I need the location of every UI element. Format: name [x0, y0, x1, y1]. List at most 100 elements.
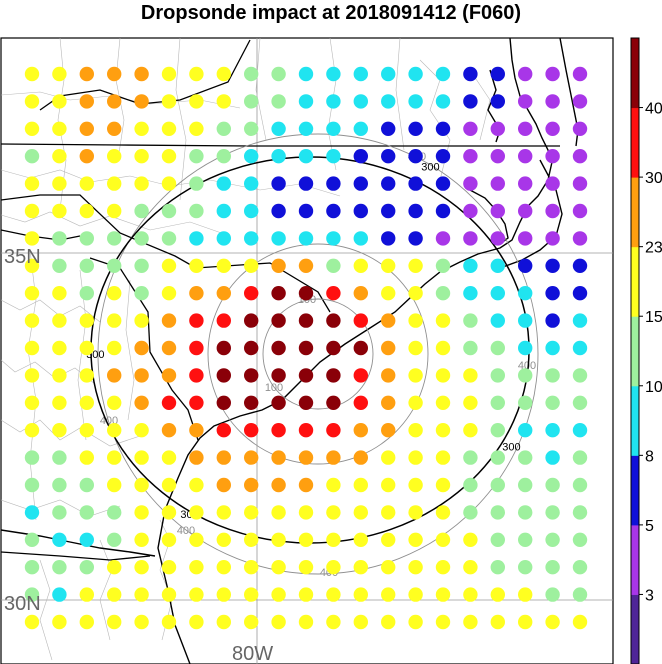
impact-dot	[271, 423, 286, 438]
impact-dot	[572, 121, 588, 136]
impact-dot	[545, 121, 560, 136]
impact-dot	[271, 94, 286, 109]
state-borders	[1, 39, 560, 561]
impact-dot	[298, 560, 314, 575]
impact-dot	[408, 149, 423, 164]
impact-dot	[408, 258, 423, 273]
impact-dot	[216, 614, 231, 630]
impact-dot	[107, 423, 122, 438]
impact-dot	[244, 313, 259, 328]
impact-dot	[134, 203, 149, 219]
impact-dot	[408, 423, 423, 438]
impact-dot	[490, 423, 505, 438]
impact-dot	[52, 149, 67, 164]
impact-dot	[216, 587, 231, 602]
impact-dot	[298, 532, 314, 547]
impact-dot	[79, 477, 95, 493]
contour-label-300: 300	[421, 162, 439, 174]
impact-dot	[435, 231, 451, 246]
impact-dot	[244, 560, 259, 575]
impact-dot	[435, 395, 451, 410]
impact-dot	[408, 505, 423, 520]
impact-dot	[79, 94, 95, 109]
impact-dot	[79, 149, 95, 164]
impact-dot	[572, 505, 588, 520]
impact-dot	[244, 477, 259, 493]
impact-dot	[189, 258, 204, 273]
impact-dot	[134, 121, 149, 136]
impact-dot	[435, 66, 451, 82]
tn-nc-border	[1, 229, 81, 241]
impact-dot	[189, 66, 204, 82]
impact-dot	[216, 532, 231, 547]
impact-dot	[216, 258, 231, 273]
impact-dot	[435, 614, 451, 630]
impact-dot	[298, 587, 314, 602]
impact-dot	[572, 313, 588, 328]
impact-dot	[298, 121, 314, 136]
impact-dot	[408, 66, 423, 82]
impact-dot	[463, 368, 478, 383]
colorbar-tick-label: 8	[645, 448, 654, 465]
impact-dot	[463, 395, 478, 410]
impact-dot	[24, 286, 40, 301]
impact-dot	[381, 121, 396, 136]
impact-dot	[353, 505, 368, 520]
impact-dot	[134, 477, 149, 493]
impact-dot	[435, 313, 451, 328]
impact-dot	[381, 94, 396, 109]
impact-dot	[463, 231, 478, 246]
impact-dot	[518, 203, 533, 219]
impact-dot	[326, 395, 341, 410]
impact-dot	[408, 231, 423, 246]
impact-dot	[244, 368, 259, 383]
impact-dot	[52, 560, 67, 575]
impact-dot	[244, 286, 259, 301]
impact-dot	[408, 94, 423, 109]
impact-dot	[298, 340, 314, 356]
impact-dot	[326, 149, 341, 164]
impact-dot	[381, 505, 396, 520]
impact-dot	[572, 149, 588, 164]
impact-dot	[189, 477, 204, 493]
impact-dot	[518, 176, 533, 191]
impact-dot	[353, 258, 368, 273]
impact-dot	[381, 614, 396, 630]
impact-dot	[271, 532, 286, 547]
impact-dot	[298, 368, 314, 383]
ring-200	[207, 243, 429, 465]
impact-dot	[490, 94, 505, 109]
impact-dot	[52, 423, 67, 438]
impact-dot	[52, 505, 67, 520]
impact-dot	[24, 313, 40, 328]
impact-dot	[107, 94, 122, 109]
impact-dot	[52, 121, 67, 136]
impact-dot	[244, 94, 259, 109]
impact-dot	[463, 423, 478, 438]
impact-dot	[353, 587, 368, 602]
impact-dot	[107, 340, 122, 356]
impact-dot	[216, 94, 231, 109]
impact-dot	[52, 313, 67, 328]
colorbar-tick-label: 30	[645, 170, 662, 187]
impact-dot	[79, 121, 95, 136]
impact-dot	[189, 340, 204, 356]
impact-dot	[572, 395, 588, 410]
colorbar-tick-label: 10	[645, 379, 662, 396]
impact-dot	[189, 532, 204, 547]
impact-dot	[298, 258, 314, 273]
impact-dot	[518, 121, 533, 136]
impact-dot	[326, 560, 341, 575]
impact-dot	[134, 149, 149, 164]
impact-dot	[134, 66, 149, 82]
impact-dot	[326, 231, 341, 246]
impact-dot	[52, 477, 67, 493]
impact-dot	[107, 532, 122, 547]
impact-dot	[244, 423, 259, 438]
nc-sc-border	[1, 194, 331, 313]
impact-dot	[545, 176, 560, 191]
impact-dot	[79, 587, 95, 602]
impact-dot	[244, 340, 259, 356]
colorbar-swatch	[631, 177, 639, 248]
impact-dot	[24, 66, 40, 82]
